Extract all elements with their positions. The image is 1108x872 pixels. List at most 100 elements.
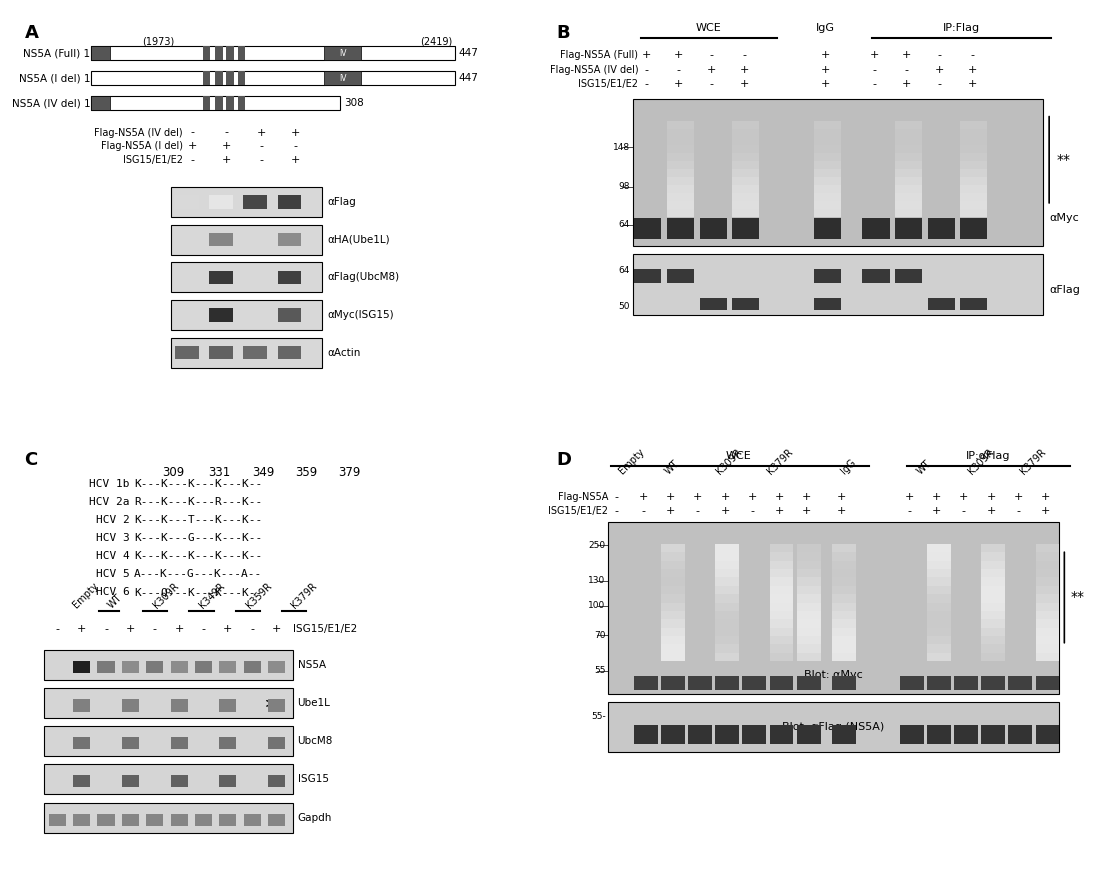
- Bar: [219, 661, 236, 673]
- Bar: [1036, 577, 1059, 586]
- Bar: [927, 619, 951, 628]
- Bar: [667, 153, 694, 160]
- Bar: [1036, 653, 1059, 661]
- Bar: [982, 577, 1005, 586]
- Bar: [215, 96, 223, 111]
- Text: +: +: [821, 50, 830, 60]
- Bar: [171, 737, 187, 750]
- Text: +: +: [739, 79, 749, 90]
- Text: 359: 359: [295, 466, 317, 479]
- Text: (2419): (2419): [420, 37, 453, 46]
- Text: R---K---K---R---K--: R---K---K---R---K--: [134, 498, 263, 508]
- Bar: [982, 594, 1005, 603]
- Bar: [813, 121, 841, 129]
- Bar: [171, 300, 322, 330]
- Text: +: +: [932, 492, 942, 502]
- Bar: [716, 603, 739, 611]
- Text: Empty: Empty: [71, 581, 100, 610]
- Bar: [770, 628, 793, 636]
- Bar: [732, 137, 759, 145]
- Text: αMyc(ISG15): αMyc(ISG15): [328, 310, 394, 320]
- Bar: [732, 153, 759, 160]
- Text: ISG15/E1/E2: ISG15/E1/E2: [578, 79, 638, 90]
- Bar: [667, 146, 694, 153]
- Text: Flag-NS5A (Full): Flag-NS5A (Full): [561, 50, 638, 60]
- Bar: [742, 726, 767, 744]
- Bar: [982, 644, 1005, 653]
- Bar: [982, 561, 1005, 569]
- Text: +: +: [271, 623, 281, 634]
- Text: K---K---K---K---K--: K---K---K---K---K--: [134, 480, 263, 489]
- Bar: [797, 569, 821, 577]
- Text: +: +: [720, 492, 730, 502]
- Text: IP:Flag: IP:Flag: [943, 24, 979, 33]
- Bar: [91, 46, 454, 60]
- Bar: [927, 586, 951, 594]
- Text: K379R: K379R: [1018, 446, 1048, 476]
- Text: HCV 3: HCV 3: [95, 534, 130, 543]
- Bar: [633, 99, 1043, 246]
- Text: Flag-NS5A (IV del): Flag-NS5A (IV del): [94, 127, 183, 138]
- Bar: [1036, 594, 1059, 603]
- Text: -: -: [750, 506, 755, 516]
- Bar: [175, 346, 198, 359]
- Bar: [1036, 628, 1059, 636]
- Bar: [832, 676, 855, 690]
- Bar: [171, 814, 187, 826]
- Text: IgG: IgG: [839, 458, 858, 476]
- Bar: [667, 121, 694, 129]
- Bar: [91, 46, 110, 60]
- Bar: [732, 185, 759, 193]
- Text: +: +: [905, 492, 914, 502]
- Bar: [832, 544, 855, 552]
- Text: +: +: [1040, 492, 1050, 502]
- Text: +: +: [223, 155, 232, 165]
- Bar: [1036, 726, 1059, 744]
- Text: -: -: [250, 623, 254, 634]
- Text: Flag-NS5A (I del): Flag-NS5A (I del): [101, 141, 183, 152]
- Text: HCV 4: HCV 4: [95, 551, 130, 562]
- Bar: [813, 129, 841, 137]
- Bar: [219, 737, 236, 750]
- Text: -: -: [294, 141, 297, 152]
- Bar: [961, 153, 987, 160]
- Bar: [661, 611, 685, 619]
- Text: -: -: [962, 506, 966, 516]
- Bar: [667, 201, 694, 208]
- Text: +: +: [290, 155, 300, 165]
- Bar: [770, 619, 793, 628]
- Text: **: **: [1070, 590, 1085, 604]
- Bar: [770, 544, 793, 552]
- Bar: [667, 185, 694, 193]
- Text: -: -: [709, 50, 714, 60]
- Text: -: -: [259, 141, 263, 152]
- Text: 250: 250: [588, 541, 606, 549]
- Bar: [716, 726, 739, 744]
- Text: K349R: K349R: [197, 581, 227, 610]
- Bar: [716, 561, 739, 569]
- Bar: [278, 270, 301, 284]
- Text: +: +: [223, 623, 233, 634]
- Bar: [927, 636, 951, 644]
- Bar: [237, 96, 246, 111]
- Bar: [634, 726, 658, 744]
- Bar: [209, 270, 233, 284]
- Text: -: -: [615, 492, 618, 502]
- Bar: [1036, 569, 1059, 577]
- Text: K---K---G---K---K--: K---K---G---K---K--: [134, 534, 263, 543]
- Bar: [895, 161, 922, 168]
- Text: +: +: [674, 50, 684, 60]
- Bar: [688, 676, 712, 690]
- Bar: [961, 121, 987, 129]
- Text: +: +: [821, 65, 830, 75]
- Text: IV: IV: [339, 49, 347, 58]
- Text: +: +: [125, 623, 135, 634]
- Bar: [661, 726, 685, 744]
- Text: -: -: [191, 127, 195, 138]
- Bar: [716, 644, 739, 653]
- Bar: [667, 161, 694, 168]
- Text: αFlag(UbcM8): αFlag(UbcM8): [328, 272, 400, 283]
- Bar: [927, 726, 951, 744]
- Bar: [237, 46, 246, 60]
- Bar: [813, 146, 841, 153]
